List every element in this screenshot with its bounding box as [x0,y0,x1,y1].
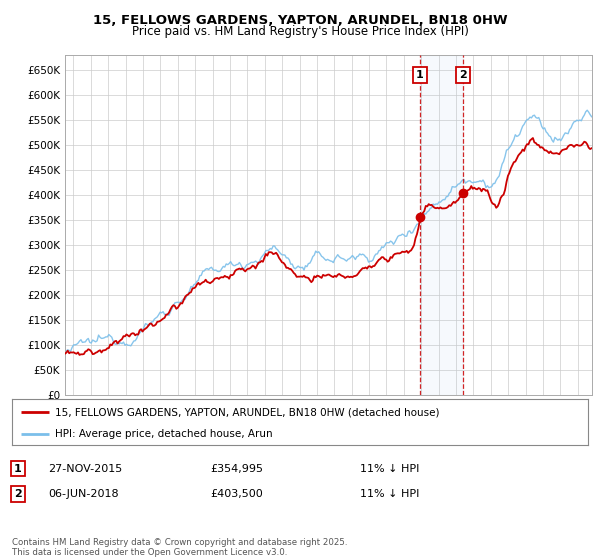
Text: 1: 1 [14,464,22,474]
Text: 11% ↓ HPI: 11% ↓ HPI [360,464,419,474]
Text: 06-JUN-2018: 06-JUN-2018 [48,489,119,499]
Text: Contains HM Land Registry data © Crown copyright and database right 2025.
This d: Contains HM Land Registry data © Crown c… [12,538,347,557]
Text: Price paid vs. HM Land Registry's House Price Index (HPI): Price paid vs. HM Land Registry's House … [131,25,469,38]
Text: 15, FELLOWS GARDENS, YAPTON, ARUNDEL, BN18 0HW: 15, FELLOWS GARDENS, YAPTON, ARUNDEL, BN… [92,14,508,27]
Text: 27-NOV-2015: 27-NOV-2015 [48,464,122,474]
Text: 2: 2 [460,70,467,80]
Text: 1: 1 [416,70,424,80]
Text: £403,500: £403,500 [210,489,263,499]
Text: HPI: Average price, detached house, Arun: HPI: Average price, detached house, Arun [55,429,273,438]
Bar [420,55,463,395]
Text: 11% ↓ HPI: 11% ↓ HPI [360,489,419,499]
Text: £354,995: £354,995 [210,464,263,474]
Text: 15, FELLOWS GARDENS, YAPTON, ARUNDEL, BN18 0HW (detached house): 15, FELLOWS GARDENS, YAPTON, ARUNDEL, BN… [55,407,440,417]
Text: 2: 2 [14,489,22,499]
